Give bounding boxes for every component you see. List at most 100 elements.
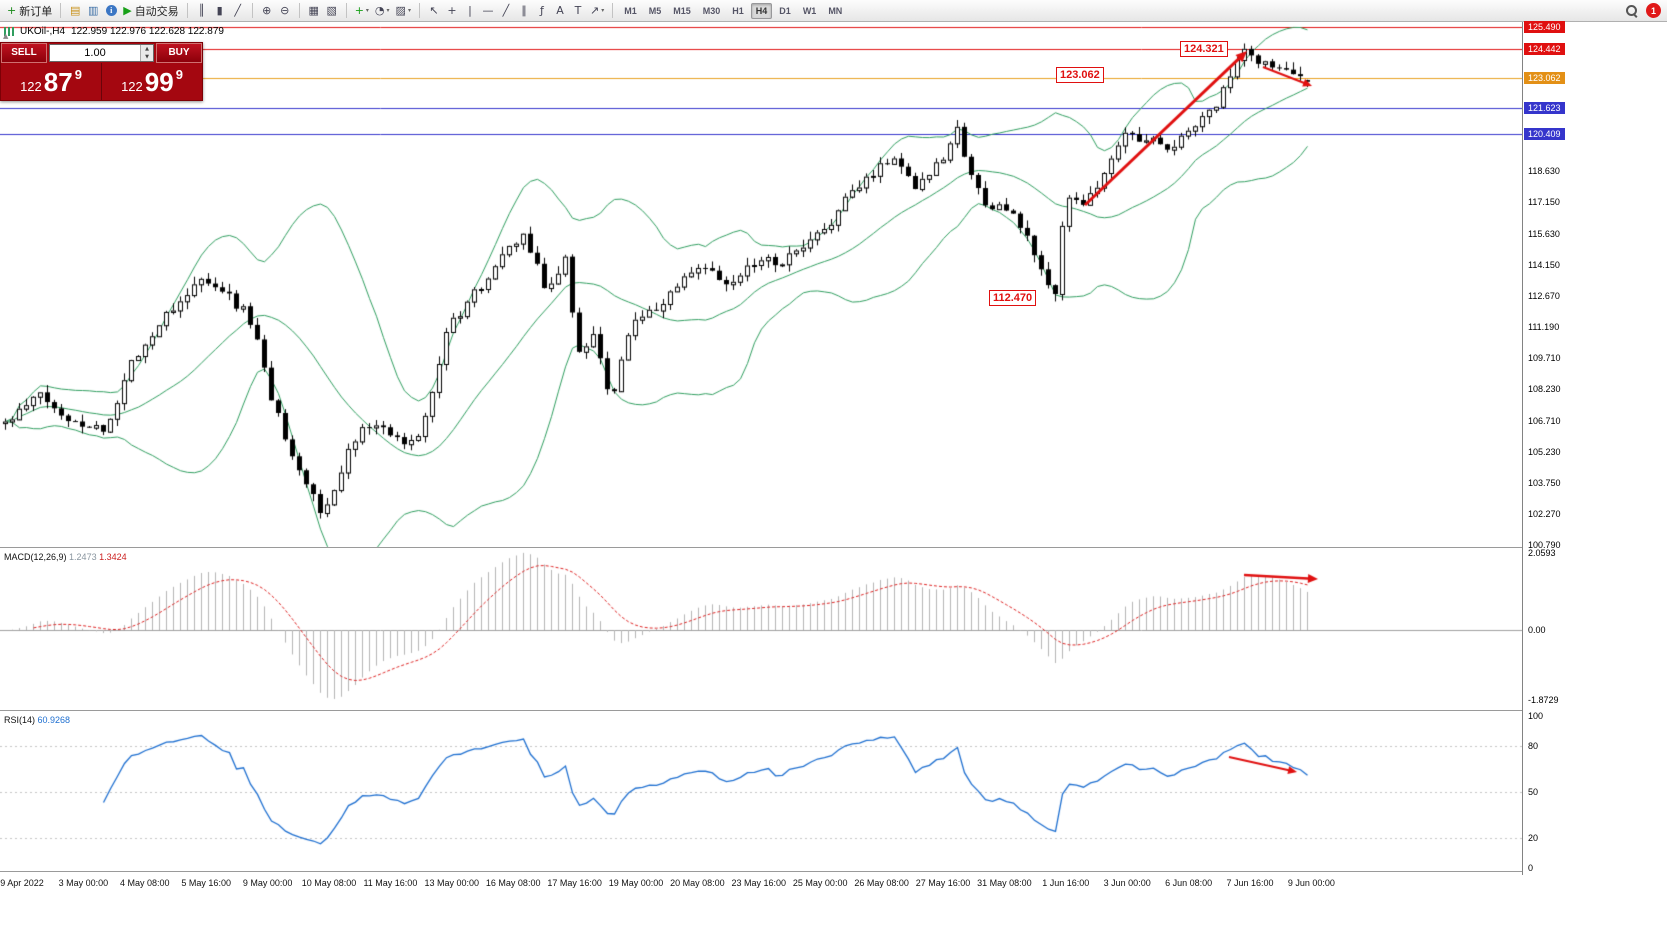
axis-label: 20 [1528, 832, 1539, 843]
rsi-label: RSI(14) 60.9268 [4, 715, 71, 725]
line-chart-icon[interactable]: ╱ [234, 4, 241, 17]
autotrading-button[interactable]: ▶ 自动交易 [123, 4, 179, 18]
trade-panel-controls: SELL 1.00 ▲ ▼ BUY [1, 43, 202, 63]
axis-label: -1.8729 [1528, 695, 1559, 706]
axis-label: 100.790 [1528, 539, 1561, 550]
zoom-in-icon[interactable]: ⊕ [262, 4, 272, 17]
order-group: + 新订单 [4, 2, 55, 20]
price-annotation[interactable]: 123.062 [1056, 67, 1104, 83]
label-icon[interactable]: T [574, 4, 582, 17]
channel-icon[interactable]: ∥ [521, 4, 527, 17]
market-watch-icon[interactable]: ▥ [88, 4, 99, 17]
time-label: 16 May 08:00 [485, 878, 541, 888]
time-label: 19 May 00:00 [608, 878, 664, 888]
volume-field[interactable]: 1.00 ▲ ▼ [49, 44, 154, 62]
price-axis[interactable]: 125.490 124.442 123.062 121.623 120.409 118.6… [1522, 21, 1667, 875]
axis-label: 0.00 [1528, 625, 1546, 635]
axis-label: 80 [1528, 741, 1539, 752]
time-label: 9 Jun 00:00 [1287, 878, 1335, 888]
cursor-icon[interactable]: ↖ [429, 4, 439, 17]
timeframe-h1[interactable]: H1 [732, 5, 744, 16]
timeframe-m30[interactable]: M30 [702, 5, 721, 16]
panel-separator[interactable] [0, 871, 1667, 872]
info-icon[interactable]: i [102, 2, 120, 20]
horizontal-line-icon[interactable]: — [482, 4, 494, 17]
indicators-icon[interactable]: + ▾ [354, 4, 369, 17]
price-annotation[interactable]: 124.321 [1180, 41, 1228, 57]
time-label: 20 May 08:00 [670, 878, 725, 888]
price-tag: 120.409 [1524, 127, 1565, 140]
axis-label: 2.0593 [1528, 547, 1556, 558]
timeframe-w1[interactable]: W1 [802, 5, 817, 16]
timeframe-m15[interactable]: M15 [673, 5, 691, 16]
axis-label: 114.150 [1528, 259, 1560, 270]
volume-increase-button[interactable]: ▲ [141, 45, 153, 53]
price-tag: 124.442 [1524, 42, 1565, 55]
axis-label: 0 [1528, 863, 1534, 873]
price-annotation[interactable]: 112.470 [989, 290, 1037, 306]
sell-button[interactable]: SELL [1, 43, 47, 63]
time-label: 5 May 16:00 [181, 878, 231, 888]
charts-stack-icon[interactable]: ▤ [70, 4, 81, 17]
macd-label: MACD(12,26,9) 1.2473 1.3424 [4, 552, 127, 562]
time-label: 9 Apr 2022 [0, 878, 44, 888]
sell-price[interactable]: 122 87 9 [1, 63, 102, 100]
time-label: 23 May 16:00 [731, 878, 787, 888]
time-axis[interactable]: 9 Apr 2022 3 May 00:00 4 May 08:00 5 May 16… [0, 876, 1522, 892]
time-label: 3 Jun 00:00 [1103, 878, 1151, 888]
template-icon[interactable]: ▨ ▾ [395, 4, 411, 17]
timeframe-d1[interactable]: D1 [779, 5, 791, 16]
time-label: 9 May 00:00 [242, 878, 293, 888]
volume-decrease-button[interactable]: ▼ [141, 53, 153, 61]
chart-window: UKOil-,H4 122.959 122.976 122.628 122.87… [0, 21, 1667, 939]
time-label: 7 Jun 16:00 [1226, 878, 1274, 888]
zoom-out-icon[interactable]: ⊖ [280, 4, 290, 17]
timeframe-m1[interactable]: M1 [624, 5, 637, 16]
axis-label: 50 [1528, 787, 1539, 797]
crosshair-icon[interactable]: + [447, 4, 457, 17]
drawing-group: ↖ + | — ╱ ∥ ƒ A T ↗ ▾ [425, 2, 607, 20]
arrange-windows-icon[interactable]: ▧ [326, 4, 337, 17]
notification-badge[interactable]: 1 [1646, 3, 1661, 18]
one-click-panel-toggle[interactable]: ▲ [3, 32, 9, 40]
timeframe-h4[interactable]: H4 [750, 2, 773, 19]
time-label: 31 May 08:00 [977, 878, 1032, 888]
volume-spinner: ▲ ▼ [140, 45, 153, 61]
panel-separator[interactable] [0, 547, 1667, 548]
toolbar: + 新订单 ▤ ▥ i ▶ 自动交易 ║ ▮ ╱ ⊕ ⊖ ▦ ▧ + ▾ ◔ ▾ ▨ ▾ ↖ + | — ╱ ∥ ƒ A T ↗ ▾ M1 M… [0, 0, 1667, 22]
vertical-line-icon[interactable]: | [468, 4, 472, 17]
panel-separator[interactable] [0, 710, 1667, 711]
volume-value[interactable]: 1.00 [84, 47, 106, 59]
candlestick-chart-icon[interactable]: ▮ [216, 4, 223, 17]
candlestick-chart-canvas[interactable] [0, 22, 1522, 547]
timeframe-mn[interactable]: MN [828, 5, 843, 16]
period-icon[interactable]: ◔ ▾ [374, 4, 390, 17]
time-label: 26 May 08:00 [854, 878, 909, 888]
macd-panel-canvas[interactable] [0, 549, 1522, 709]
axis-label: 108.230 [1528, 383, 1561, 394]
price-tag: 121.623 [1524, 102, 1565, 115]
toolbar-separator [418, 3, 420, 18]
fibonacci-icon[interactable]: ƒ [540, 4, 544, 17]
bar-chart-icon[interactable]: ║ [198, 4, 205, 17]
search-icon[interactable] [1625, 4, 1638, 17]
time-label: 25 May 00:00 [792, 878, 848, 888]
axis-label: 109.710 [1528, 352, 1561, 363]
toolbar-separator [186, 3, 188, 18]
time-label: 6 Jun 08:00 [1165, 878, 1213, 888]
axis-label: 118.630 [1528, 165, 1560, 176]
trendline-icon[interactable]: ╱ [502, 4, 510, 17]
price-tag: 125.490 [1524, 21, 1565, 33]
new-order-button[interactable]: + 新订单 [7, 4, 53, 18]
tile-windows-icon[interactable]: ▦ [308, 4, 319, 17]
toolbar-separator [251, 3, 253, 18]
timeframe-m5[interactable]: M5 [648, 5, 662, 16]
text-icon[interactable]: A [556, 4, 564, 17]
toolbar-separator [60, 3, 62, 18]
arrows-icon[interactable]: ↗ ▾ [589, 4, 605, 17]
buy-price[interactable]: 122 99 9 [121, 66, 183, 97]
rsi-panel-canvas[interactable] [0, 712, 1522, 871]
buy-button[interactable]: BUY [156, 43, 202, 63]
toolbar-separator [298, 3, 300, 18]
timeframe-group: M1 M5 M15 M30 H1 H4 D1 W1 MN [618, 2, 848, 19]
